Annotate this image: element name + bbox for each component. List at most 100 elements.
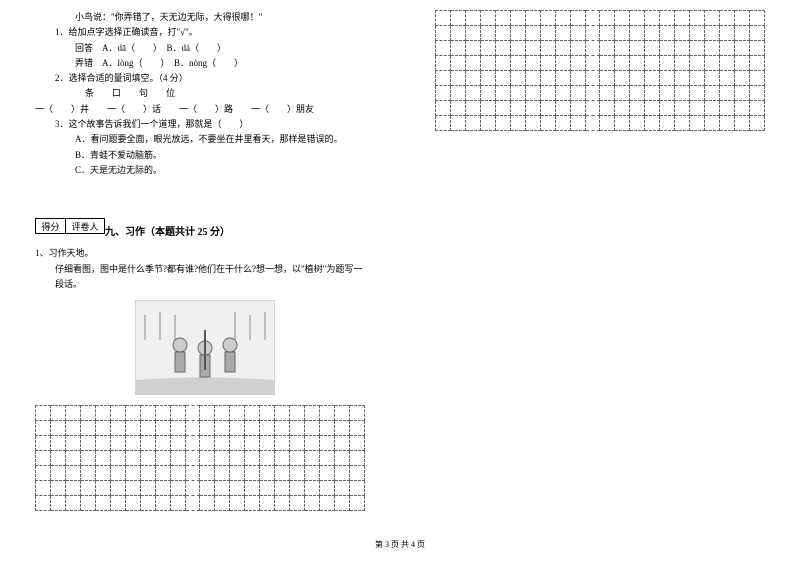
grid-cell: [735, 101, 750, 116]
grid-cell: [660, 101, 675, 116]
question-1: 1．给加点字选择正确读音，打"√"。: [35, 25, 365, 40]
grid-cell: [705, 56, 720, 71]
grader-cell-label: 评卷人: [65, 218, 105, 234]
grid-cell: [660, 41, 675, 56]
grid-cell: [65, 481, 80, 496]
grid-cell: [65, 406, 80, 421]
grid-cell: [245, 436, 260, 451]
grid-cell: [645, 41, 660, 56]
grid-cell: [260, 451, 275, 466]
grid-cell: [480, 101, 495, 116]
grid-cell: [585, 11, 600, 26]
planting-illustration: [135, 300, 275, 395]
grid-cell: [95, 466, 110, 481]
page-footer: 第 3 页 共 4 页: [0, 539, 800, 550]
grid-cell: [110, 421, 125, 436]
grid-cell: [50, 421, 65, 436]
grid-cell: [350, 406, 365, 421]
grid-cell: [110, 406, 125, 421]
grid-cell: [570, 116, 585, 131]
grid-cell: [540, 11, 555, 26]
grid-cell: [230, 496, 245, 511]
grid-cell: [275, 436, 290, 451]
grid-cell: [305, 466, 320, 481]
grid-cell: [436, 26, 451, 41]
grid-cell: [80, 451, 95, 466]
grid-cell: [95, 451, 110, 466]
grid-cell: [645, 11, 660, 26]
grid-cell: [525, 11, 540, 26]
grid-cell: [215, 406, 230, 421]
grid-cell: [720, 56, 735, 71]
grid-cell: [690, 86, 705, 101]
grid-cell: [65, 421, 80, 436]
grid-cell: [660, 116, 675, 131]
grid-cell: [615, 101, 630, 116]
grid-cell: [645, 116, 660, 131]
grid-cell: [170, 421, 185, 436]
grid-cell: [555, 26, 570, 41]
grid-cell: [200, 496, 215, 511]
grid-cell: [495, 101, 510, 116]
grid-cell: [275, 481, 290, 496]
question-2: 2．选择合适的量词填空。（4 分）: [35, 71, 365, 86]
question-2-blanks: 一（ ）井 一（ ）话 一（ ）路 一（ ）朋友: [35, 102, 365, 117]
grid-cell: [125, 406, 140, 421]
grid-cell: [615, 11, 630, 26]
grid-cell: [585, 71, 600, 86]
grid-cell: [290, 451, 305, 466]
grid-cell: [450, 116, 465, 131]
grid-cell: [335, 466, 350, 481]
grid-cell: [245, 406, 260, 421]
grid-cell: [555, 86, 570, 101]
grid-cell: [585, 101, 600, 116]
grid-cell: [185, 406, 200, 421]
grid-cell: [335, 406, 350, 421]
grid-cell: [260, 466, 275, 481]
grid-cell: [615, 56, 630, 71]
grid-cell: [125, 496, 140, 511]
grid-cell: [675, 101, 690, 116]
grid-cell: [660, 71, 675, 86]
grid-cell: [436, 86, 451, 101]
grid-cell: [510, 11, 525, 26]
grid-cell: [65, 496, 80, 511]
grid-cell: [540, 41, 555, 56]
grid-cell: [155, 421, 170, 436]
grid-cell: [630, 41, 645, 56]
grid-cell: [495, 116, 510, 131]
grid-cell: [335, 436, 350, 451]
grid-cell: [50, 481, 65, 496]
grid-cell: [260, 406, 275, 421]
grid-cell: [495, 71, 510, 86]
grid-cell: [95, 496, 110, 511]
writing-q1: 1、习作天地。: [35, 246, 365, 261]
grid-cell: [585, 56, 600, 71]
grid-cell: [705, 116, 720, 131]
grid-cell: [735, 26, 750, 41]
grid-cell: [65, 466, 80, 481]
grid-cell: [600, 86, 615, 101]
grid-cell: [170, 496, 185, 511]
question-3: 3．这个故事告诉我们一个道理，那就是（ ）: [35, 117, 365, 132]
grid-cell: [570, 86, 585, 101]
grid-cell: [125, 421, 140, 436]
grid-cell: [735, 56, 750, 71]
question-3-option-c: C．天是无边无际的。: [35, 163, 365, 178]
grid-cell: [290, 481, 305, 496]
grid-cell: [465, 116, 480, 131]
grid-cell: [140, 466, 155, 481]
grid-cell: [230, 451, 245, 466]
grid-cell: [495, 86, 510, 101]
grid-cell: [155, 406, 170, 421]
grid-cell: [350, 436, 365, 451]
grid-cell: [170, 406, 185, 421]
score-cell-label: 得分: [35, 218, 65, 234]
grid-cell: [600, 11, 615, 26]
grid-cell: [110, 466, 125, 481]
grid-cell: [570, 26, 585, 41]
grid-cell: [320, 481, 335, 496]
grid-cell: [350, 421, 365, 436]
grid-cell: [185, 496, 200, 511]
grid-cell: [465, 41, 480, 56]
